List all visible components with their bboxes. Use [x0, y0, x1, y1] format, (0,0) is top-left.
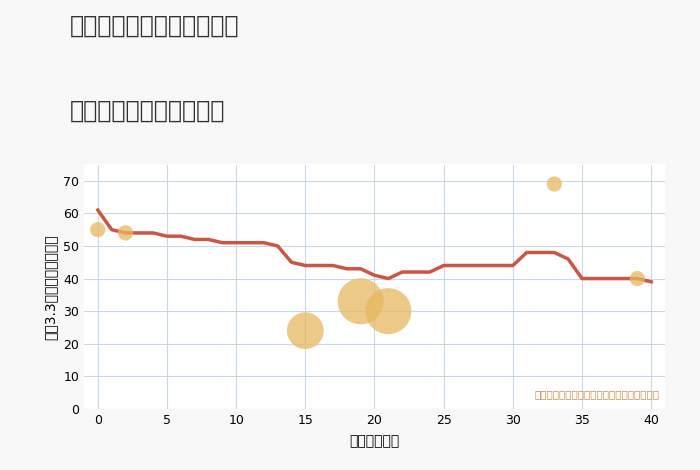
Point — [383, 307, 394, 315]
Text: 奈良県磯城郡三宅町屏風の: 奈良県磯城郡三宅町屏風の — [70, 14, 239, 38]
Point — [355, 298, 366, 305]
Y-axis label: 坪（3.3㎡）単価（万円）: 坪（3.3㎡）単価（万円） — [43, 234, 57, 339]
Text: 築年数別中古戸建て価格: 築年数別中古戸建て価格 — [70, 99, 225, 123]
X-axis label: 築年数（年）: 築年数（年） — [349, 434, 400, 448]
Point — [631, 275, 643, 282]
Point — [549, 180, 560, 188]
Point — [300, 327, 311, 335]
Text: 円の大きさは、取引のあった物件面積を示す: 円の大きさは、取引のあった物件面積を示す — [534, 389, 659, 399]
Point — [120, 229, 131, 237]
Point — [92, 226, 104, 234]
